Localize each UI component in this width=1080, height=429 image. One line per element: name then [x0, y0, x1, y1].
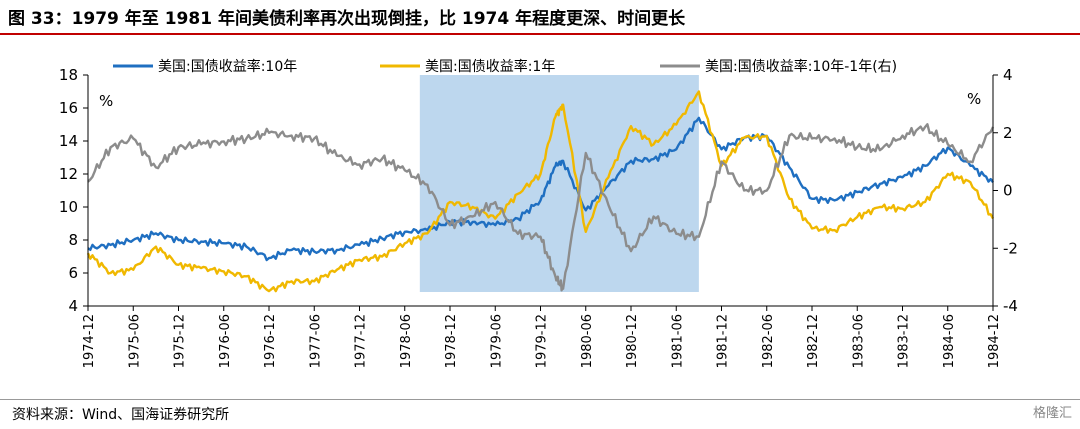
x-tick-label: 1982-12: [806, 314, 821, 368]
series-line-3: [87, 123, 995, 292]
y-left-tick-label: 10: [59, 198, 78, 216]
inversion-shaded-region: [419, 75, 699, 292]
x-tick-label: 1978-06: [399, 314, 414, 368]
y-left-tick-label: 4: [68, 297, 78, 315]
title-divider: [0, 33, 1080, 35]
chart: 4 6 8 10 12 14 16 18 -4 -2 0 2 4 1974-12 1975-06 1975-1…: [59, 58, 1018, 368]
x-tick-label: 1984-12: [987, 314, 1002, 368]
y-left-tick-label: 16: [59, 99, 78, 117]
x-tick-label: 1980-06: [580, 314, 595, 368]
x-tick-label: 1984-06: [942, 314, 957, 368]
x-tick-label: 1978-12: [444, 314, 459, 368]
x-tick-label: 1977-12: [354, 314, 369, 368]
y-left-tick-label: 12: [59, 165, 78, 183]
y-left-tick-label: 14: [59, 132, 78, 150]
x-tick-label: 1974-12: [82, 314, 97, 368]
x-tick-label: 1983-12: [897, 314, 912, 368]
series-line-1: [87, 116, 994, 262]
legend-label-1: 美国:国债收益率:10年: [158, 58, 297, 75]
x-tick-label: 1975-06: [127, 314, 142, 368]
legend-label-3: 美国:国债收益率:10年-1年(右): [705, 58, 897, 75]
y-right-tick-label: 0: [1003, 182, 1013, 200]
watermark: 格隆汇: [1032, 406, 1072, 421]
x-tick-label: 1980-12: [625, 314, 640, 368]
x-tick-label: 1976-12: [263, 314, 278, 368]
y-right-tick-label: -2: [1003, 239, 1018, 257]
x-tick-label: 1975-12: [173, 314, 188, 368]
x-tick-label: 1981-06: [670, 314, 685, 368]
x-tick-label: 1983-06: [851, 314, 866, 368]
y-right-tick-label: 2: [1003, 124, 1013, 142]
x-tick-label: 1977-06: [308, 314, 323, 368]
y-left-tick-label: 8: [68, 231, 78, 249]
y-right-tick-label: 4: [1003, 66, 1013, 84]
series-line-2: [86, 90, 995, 293]
x-tick-label: 1979-12: [535, 314, 550, 368]
source-divider: [0, 399, 1080, 400]
source-note: 资料来源：Wind、国海证券研究所: [12, 407, 230, 423]
y-right-tick-label: -4: [1003, 297, 1018, 315]
chart-title: 图 33：1979 年至 1981 年间美债利率再次出现倒挂，比 1974 年程…: [8, 9, 686, 29]
y-right-unit: %: [967, 90, 981, 108]
legend-label-2: 美国:国债收益率:1年: [425, 58, 555, 75]
x-tick-label: 1981-12: [716, 314, 731, 368]
y-left-tick-label: 6: [68, 264, 78, 282]
y-left-unit: %: [99, 92, 113, 110]
x-tick-label: 1979-06: [489, 314, 504, 368]
y-left-tick-label: 18: [59, 66, 78, 84]
x-tick-label: 1976-06: [218, 314, 233, 368]
x-tick-label: 1982-06: [761, 314, 776, 368]
